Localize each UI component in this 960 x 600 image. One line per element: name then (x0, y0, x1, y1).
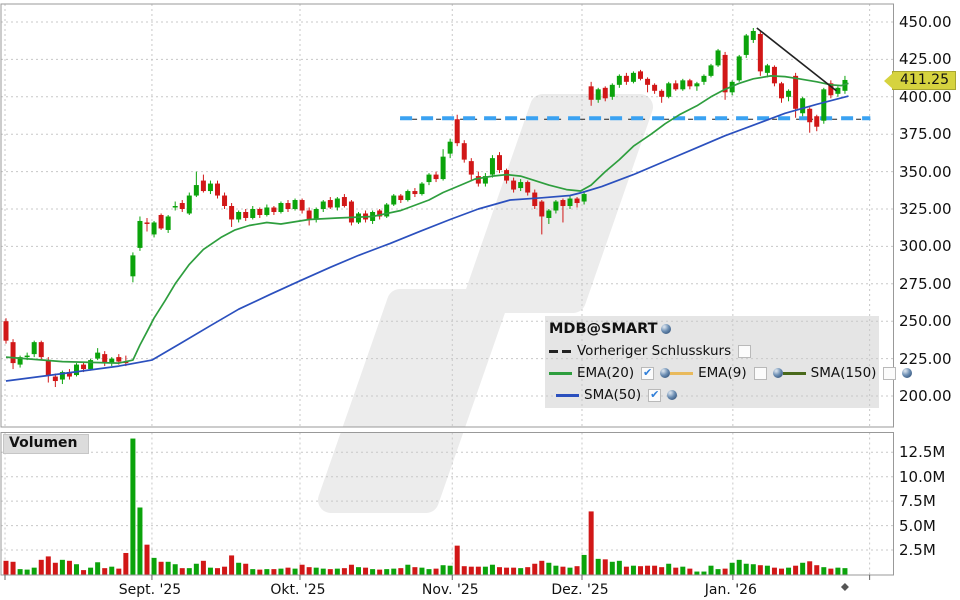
sma50-line (5, 95, 849, 382)
price-tick-label: 300.00 (899, 237, 952, 256)
globe-icon[interactable] (667, 390, 678, 400)
legend-row: SMA(50) ✔ (549, 384, 879, 406)
instrument-title: MDB@SMART (549, 321, 658, 337)
globe-icon[interactable] (660, 324, 671, 334)
volume-tick-label: 5.0M (899, 516, 936, 535)
legend-item-label: Vorheriger Schlusskurs (577, 343, 732, 359)
globe-icon[interactable] (772, 368, 783, 378)
legend-row: EMA(20) ✔ EMA(9) SMA(150) (549, 362, 913, 384)
price-panel-border (0, 3, 894, 428)
volume-tick-label: 7.5M (899, 492, 936, 511)
month-label: Dez. '25 (551, 582, 609, 598)
series-visibility-checkbox[interactable] (738, 344, 752, 358)
watermark (342, 94, 653, 427)
line-swatch-icon (782, 371, 806, 375)
legend-item-label: EMA(20) (577, 365, 635, 381)
globe-icon[interactable] (660, 368, 671, 378)
volume-tick-label: 10.0M (899, 467, 946, 486)
series-visibility-checkbox[interactable] (883, 366, 897, 380)
price-tick-label: 350.00 (899, 162, 952, 181)
ema20-line (5, 75, 849, 364)
legend-title-row: MDB@SMART (549, 318, 879, 340)
last-bar-diamond-icon (840, 583, 849, 591)
month-label: Nov. '25 (421, 582, 479, 598)
volume-tick-label: 2.5M (899, 541, 936, 560)
last-price-badge: 411.25 (884, 70, 956, 90)
legend-item-label: EMA(9) (698, 365, 747, 381)
line-swatch-icon (670, 371, 694, 375)
globe-icon[interactable] (902, 368, 913, 378)
price-tick-label: 200.00 (899, 387, 952, 405)
legend-background (545, 316, 879, 408)
chart-legend: MDB@SMART Vorheriger Schlusskurs EMA(20) ✔… (549, 318, 913, 406)
month-label: Sept. '25 (118, 582, 182, 598)
trendline[interactable] (756, 27, 837, 92)
series-visibility-checkbox[interactable]: ✔ (648, 387, 662, 402)
price-badge-arrow-icon (884, 72, 893, 89)
price-tick-label: 450.00 (899, 13, 952, 31)
series-visibility-checkbox[interactable]: ✔ (641, 365, 655, 380)
price-tick-label: 250.00 (899, 312, 952, 331)
price-tick-label: 425.00 (899, 50, 952, 69)
legend-row: Vorheriger Schlusskurs (549, 340, 879, 362)
legend-item-label: SMA(50) (584, 387, 642, 403)
volume-bars (3, 438, 848, 575)
line-swatch-icon (556, 393, 579, 397)
last-price-value: 411.25 (900, 71, 949, 88)
line-swatch-icon (549, 371, 572, 375)
volume-panel-border (0, 432, 894, 576)
price-tick-label: 275.00 (899, 274, 952, 293)
watermark (318, 432, 464, 513)
series-visibility-checkbox[interactable] (753, 366, 767, 380)
volume-tick-label: 12.5M (899, 443, 946, 462)
price-tick-label: 375.00 (899, 125, 952, 144)
legend-item-label: SMA(150) (810, 365, 877, 381)
price-tick-label: 400.00 (899, 87, 952, 106)
price-tick-label: 325.00 (899, 200, 952, 218)
volume-panel-title: Volumen (3, 434, 89, 454)
dashed-line-swatch-icon (549, 349, 572, 353)
month-label: Okt. '25 (270, 582, 326, 598)
price-tick-label: 225.00 (899, 349, 952, 368)
month-label: Jan. '26 (704, 582, 757, 598)
